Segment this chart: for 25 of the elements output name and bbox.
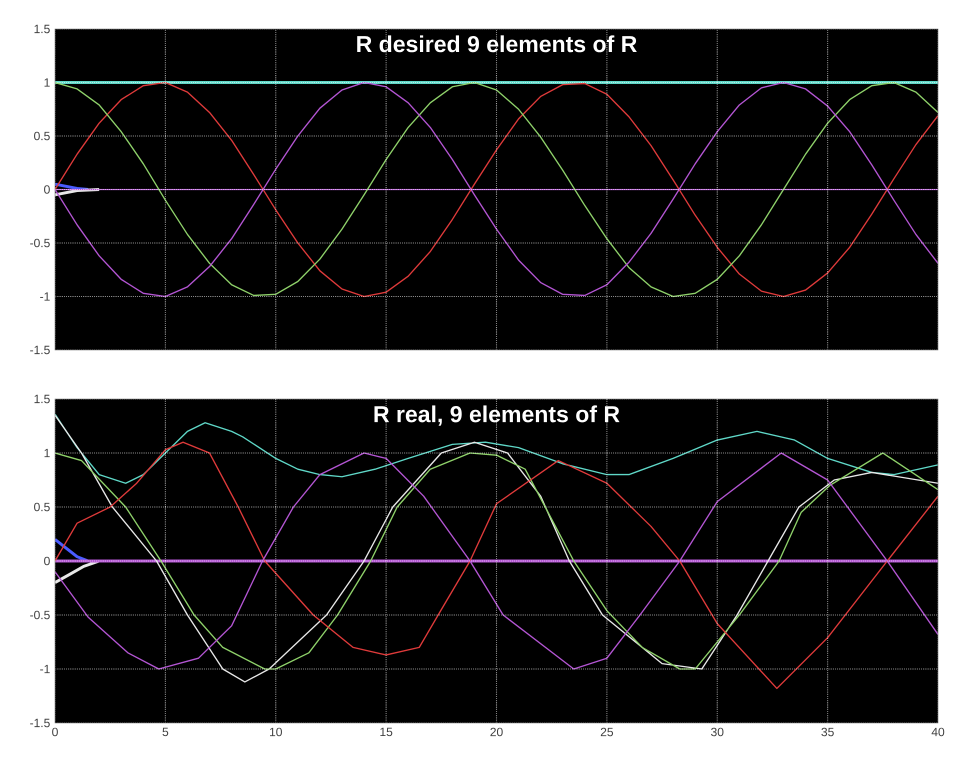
- chart-title: R real, 9 elements of R: [374, 405, 620, 426]
- y-tick-label: 1.5: [34, 24, 50, 34]
- y-tick-label: 0: [44, 185, 50, 194]
- x-tick-label: 35: [821, 728, 834, 736]
- y-tick-label: 1: [44, 78, 50, 87]
- x-tick-label: 30: [711, 728, 724, 736]
- x-tick-label: 10: [270, 728, 282, 736]
- y-tick-label: -1.5: [30, 718, 50, 728]
- x-tick-label: 20: [490, 728, 503, 736]
- y-tick-label: -1.5: [30, 346, 50, 354]
- y-tick-label: -1: [40, 664, 50, 674]
- y-tick-label: 1.5: [34, 394, 50, 404]
- x-tick-label: 40: [932, 728, 944, 736]
- y-tick-label: -0.5: [30, 610, 50, 620]
- x-tick-label: 5: [162, 728, 168, 736]
- y-tick-label: 0: [44, 556, 50, 566]
- x-tick-label: 15: [380, 728, 392, 736]
- y-tick-label: 0.5: [34, 502, 50, 512]
- y-tick-label: -1: [40, 292, 50, 301]
- y-tick-label: 0.5: [34, 132, 50, 140]
- x-tick-label: 25: [600, 728, 614, 736]
- y-tick-label: -0.5: [30, 238, 50, 248]
- y-tick-label: 1: [44, 448, 50, 458]
- x-tick-label: 0: [52, 728, 58, 736]
- chart-title: R desired 9 elements of R: [357, 35, 637, 52]
